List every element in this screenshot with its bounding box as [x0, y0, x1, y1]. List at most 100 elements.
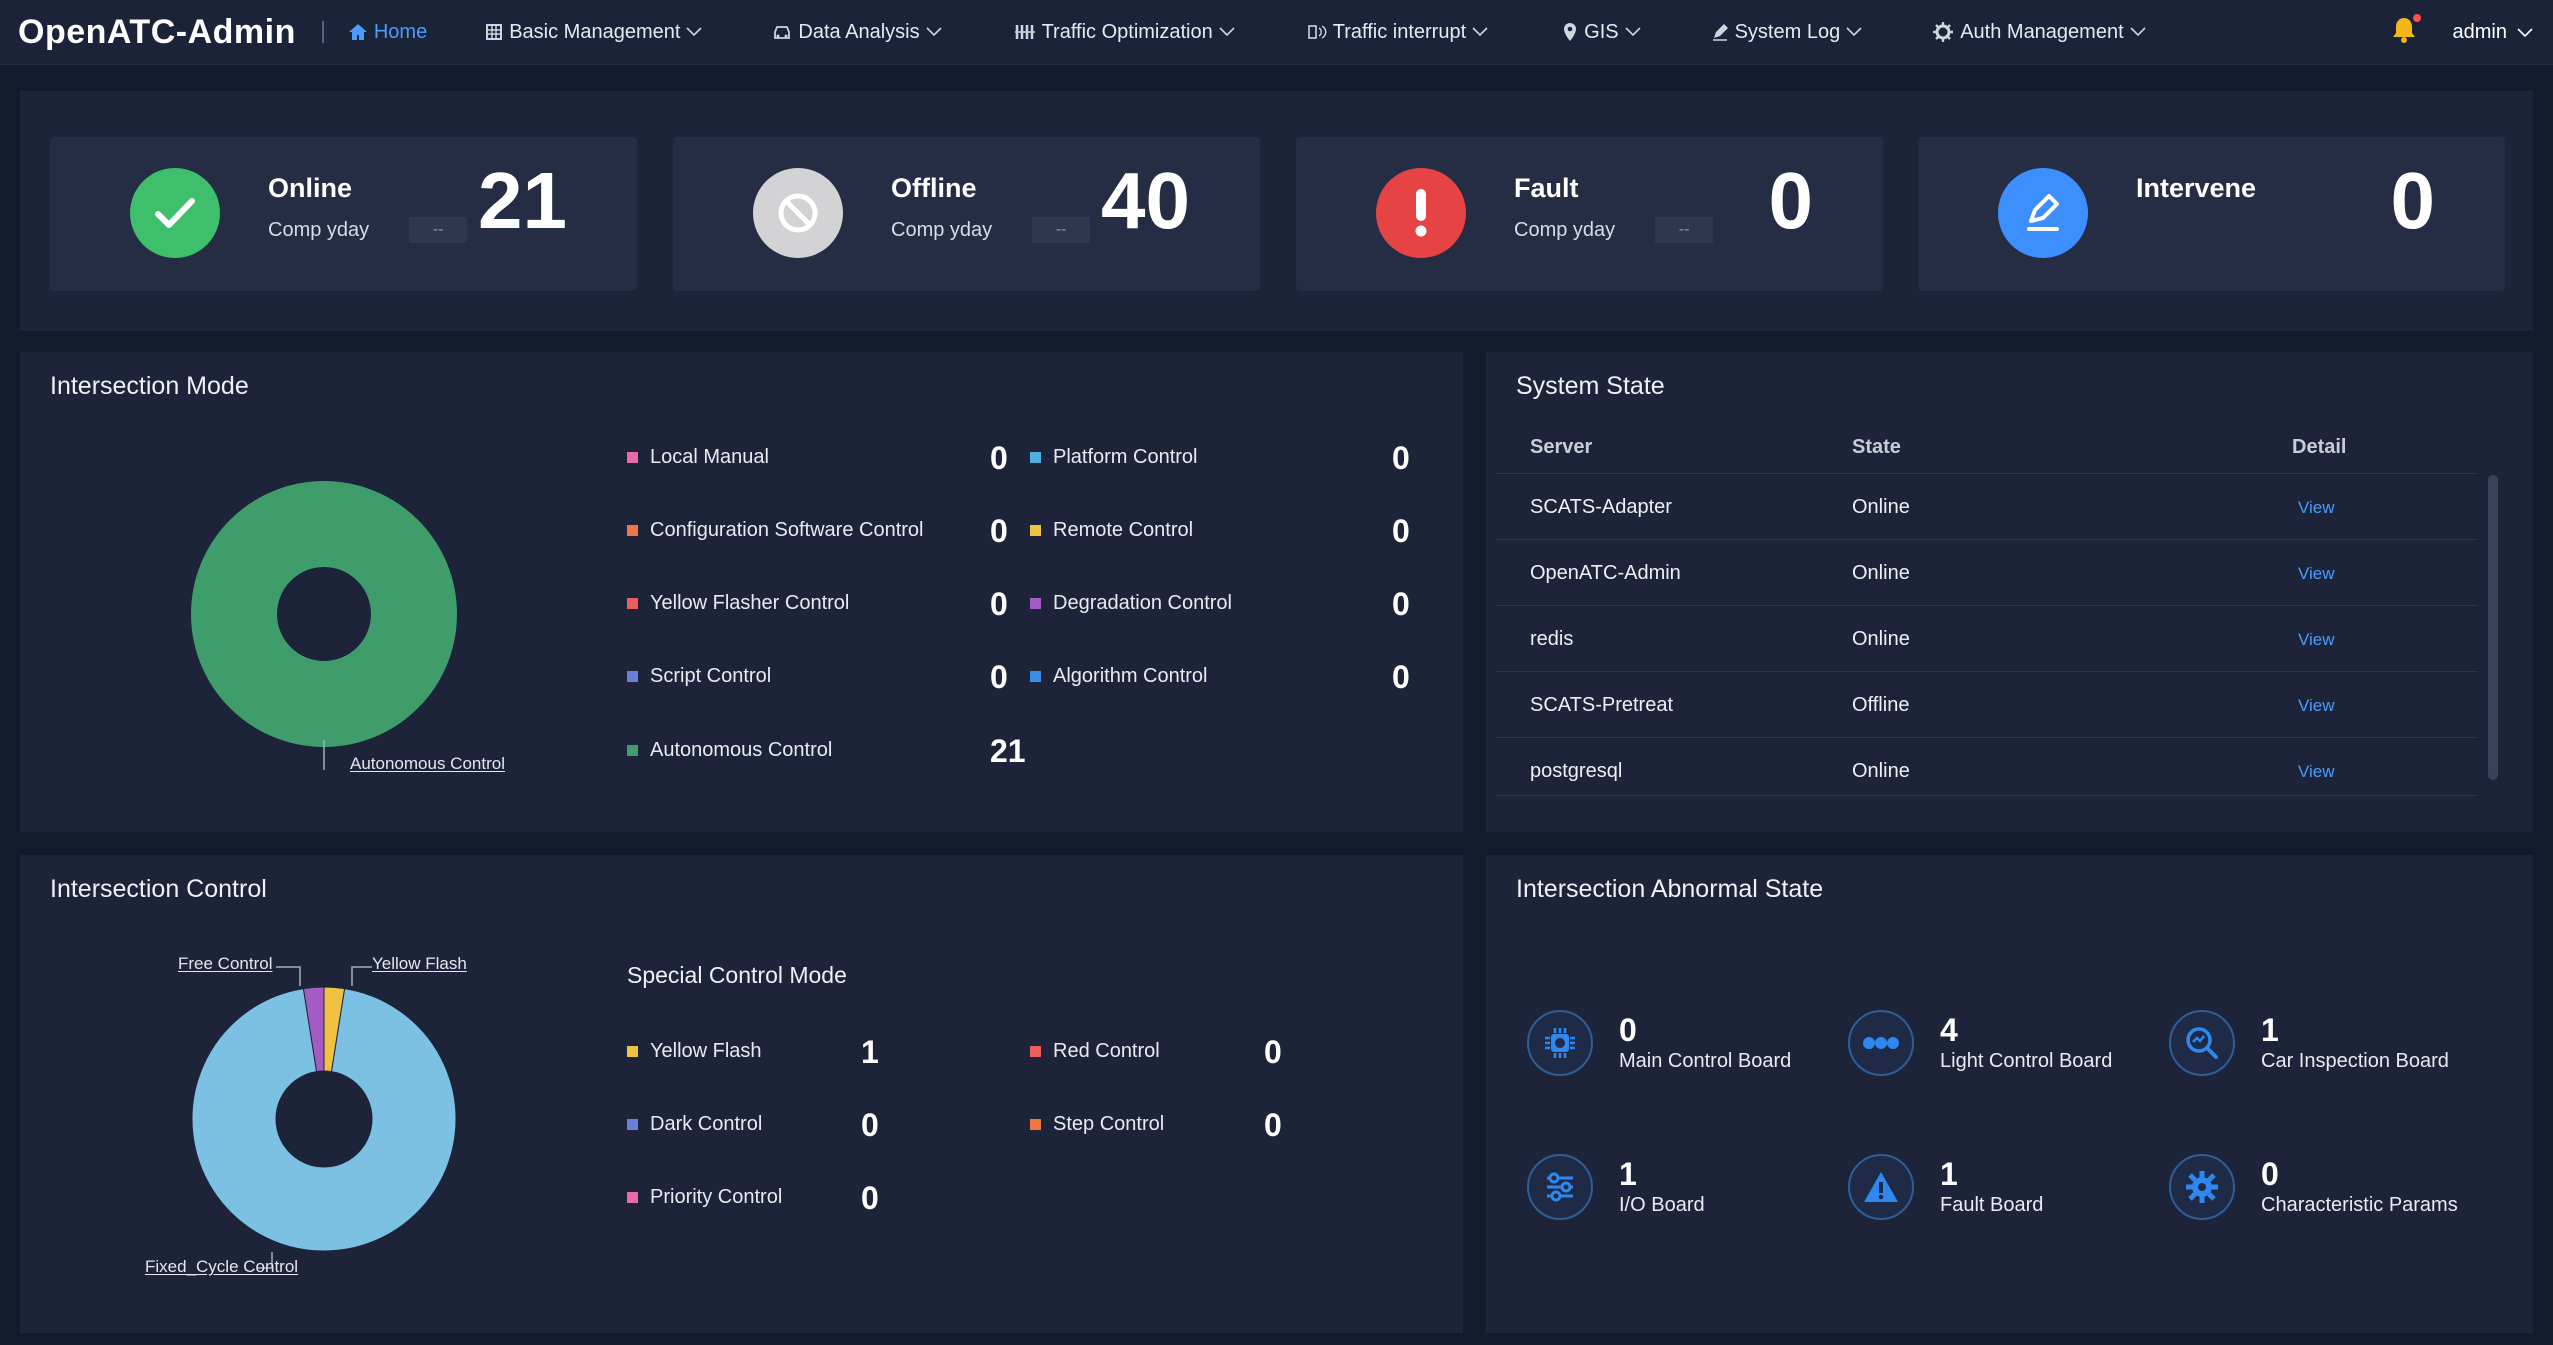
col-header-state: State — [1852, 436, 1901, 458]
view-link[interactable]: View — [2298, 696, 2335, 715]
abnormal-value: 1 — [1619, 1155, 1637, 1192]
abnormal-value: 4 — [1940, 1011, 1958, 1048]
app-logo[interactable]: OpenATC-Admin — [18, 12, 296, 51]
abnormal-label: Characteristic Params — [2261, 1193, 2458, 1216]
dots-icon — [1848, 1010, 1914, 1076]
online-label: Online — [268, 173, 353, 203]
abnormal-value: 0 — [1619, 1011, 1637, 1048]
server-state: Offline — [1852, 694, 1910, 716]
view-link[interactable]: View — [2298, 630, 2335, 649]
special-control-title: Special Control Mode — [627, 962, 847, 988]
donut-slice-autonomous-control[interactable] — [191, 481, 457, 747]
nav-basic-management-label: Basic Management — [509, 20, 681, 43]
legend-configuration-software-control[interactable]: Configuration Software Control — [627, 519, 923, 542]
nav-gis-label: GIS — [1584, 20, 1619, 43]
donut-label-autonomous-control: Autonomous Control — [350, 754, 505, 773]
abnormal-fault-board[interactable]: 1 Fault Board — [1848, 1154, 2043, 1220]
signal-icon — [1014, 25, 1035, 39]
abnormal-label: I/O Board — [1619, 1193, 1705, 1216]
nav-data-analysis[interactable]: Data Analysis — [772, 0, 942, 65]
legend-label: Remote Control — [1053, 519, 1194, 541]
legend-local-manual[interactable]: Local Manual — [627, 446, 769, 469]
legend-value-degradation-control: 0 — [1392, 586, 1410, 622]
offline-comp-label: Comp yday — [891, 218, 993, 241]
leader-yellow-flash — [351, 966, 372, 986]
nav-traffic-optimization[interactable]: Traffic Optimization — [1014, 0, 1235, 65]
legend-step-control[interactable]: Step Control — [1030, 1113, 1164, 1136]
header-right: admin — [2391, 0, 2533, 65]
pin-icon — [1564, 23, 1577, 41]
notification-bell[interactable] — [2391, 13, 2421, 50]
gear-icon — [1933, 22, 1954, 42]
legend-degradation-control[interactable]: Degradation Control — [1030, 592, 1232, 615]
abnormal-label: Car Inspection Board — [2261, 1049, 2449, 1072]
chevron-down-icon — [686, 27, 702, 37]
server-name: postgresql — [1530, 760, 1623, 782]
nav-data-analysis-label: Data Analysis — [798, 20, 920, 43]
view-link[interactable]: View — [2298, 762, 2335, 781]
legend-priority-control[interactable]: Priority Control — [627, 1186, 782, 1209]
legend-value-script-control: 0 — [990, 659, 1008, 695]
legend-yellow-flasher-control[interactable]: Yellow Flasher Control — [627, 592, 849, 615]
nav-home[interactable]: Home — [348, 0, 427, 65]
abnormal-car-inspection-board[interactable]: 1 Car Inspection Board — [2169, 1010, 2449, 1076]
legend-platform-control[interactable]: Platform Control — [1030, 446, 1198, 469]
legend-label: Autonomous Control — [650, 739, 833, 761]
legend-algorithm-control[interactable]: Algorithm Control — [1030, 665, 1208, 688]
offline-label: Offline — [891, 173, 977, 203]
server-state: Online — [1852, 562, 1910, 584]
legend-label: Configuration Software Control — [650, 519, 924, 541]
nav-basic-management[interactable]: Basic Management — [485, 0, 702, 65]
leader-free-control — [276, 966, 301, 986]
inspect-icon — [2169, 1010, 2235, 1076]
legend-label: Dark Control — [650, 1113, 763, 1135]
fault-label: Fault — [1514, 173, 1579, 203]
car-icon — [774, 26, 791, 39]
legend-red-control[interactable]: Red Control — [1030, 1040, 1160, 1063]
offline-comp: Comp yday -- — [891, 217, 1091, 243]
abnormal-io-board[interactable]: 1 I/O Board — [1527, 1154, 1705, 1220]
nav-system-log[interactable]: System Log — [1711, 0, 1863, 65]
table-scrollbar[interactable] — [2488, 475, 2498, 780]
server-state: Online — [1852, 496, 1910, 518]
nav-auth-management[interactable]: Auth Management — [1932, 0, 2146, 65]
abnormal-state-panel: Intersection Abnormal State — [1486, 855, 2533, 1333]
legend-swatch — [627, 1046, 638, 1057]
cube-icon — [486, 24, 503, 40]
legend-label: Yellow Flash — [650, 1040, 762, 1062]
table-row: postgresql Online View — [1496, 738, 2478, 796]
view-link[interactable]: View — [2298, 564, 2335, 583]
legend-autonomous-control[interactable]: Autonomous Control — [627, 739, 832, 762]
user-menu[interactable]: admin — [2453, 21, 2533, 44]
legend-yellow-flash[interactable]: Yellow Flash — [627, 1040, 762, 1063]
legend-swatch — [1030, 525, 1041, 536]
legend-dark-control[interactable]: Dark Control — [627, 1113, 762, 1136]
abnormal-main-control-board[interactable]: 0 Main Control Board — [1527, 1010, 1791, 1076]
offline-card: Offline Comp yday -- 40 — [673, 137, 1260, 291]
table-row: OpenATC-Admin Online View — [1496, 540, 2478, 606]
intervene-status-icon — [1998, 168, 2088, 258]
donut-slice-fixed-cycle-control[interactable] — [191, 988, 457, 1252]
donut-label-fixed-cycle-control: Fixed_Cycle Control — [145, 1257, 299, 1276]
warning-icon — [1848, 1154, 1914, 1220]
view-link[interactable]: View — [2298, 498, 2335, 517]
chevron-down-icon — [2130, 27, 2146, 37]
abnormal-light-control-board[interactable]: 4 Light Control Board — [1848, 1010, 2112, 1076]
legend-script-control[interactable]: Script Control — [627, 665, 771, 688]
legend-value-yellow-flasher-control: 0 — [990, 586, 1008, 622]
legend-value-remote-control: 0 — [1392, 513, 1410, 549]
abnormal-characteristic-params[interactable]: 0 Characteristic Params — [2169, 1154, 2458, 1220]
fault-count: 0 — [1768, 156, 1814, 245]
online-comp: Comp yday -- — [268, 217, 468, 243]
offline-status-icon — [753, 168, 843, 258]
legend-label: Red Control — [1053, 1040, 1160, 1062]
legend-swatch — [1030, 671, 1041, 682]
nav-gis[interactable]: GIS — [1562, 0, 1641, 65]
nav-home-label: Home — [373, 20, 428, 43]
legend-swatch — [1030, 598, 1041, 609]
legend-remote-control[interactable]: Remote Control — [1030, 519, 1193, 542]
nav-traffic-interrupt[interactable]: Traffic interrupt — [1307, 0, 1488, 65]
online-comp-label: Comp yday — [268, 218, 370, 241]
online-card: Online Comp yday -- 21 — [50, 137, 637, 291]
legend-swatch — [1030, 1046, 1041, 1057]
